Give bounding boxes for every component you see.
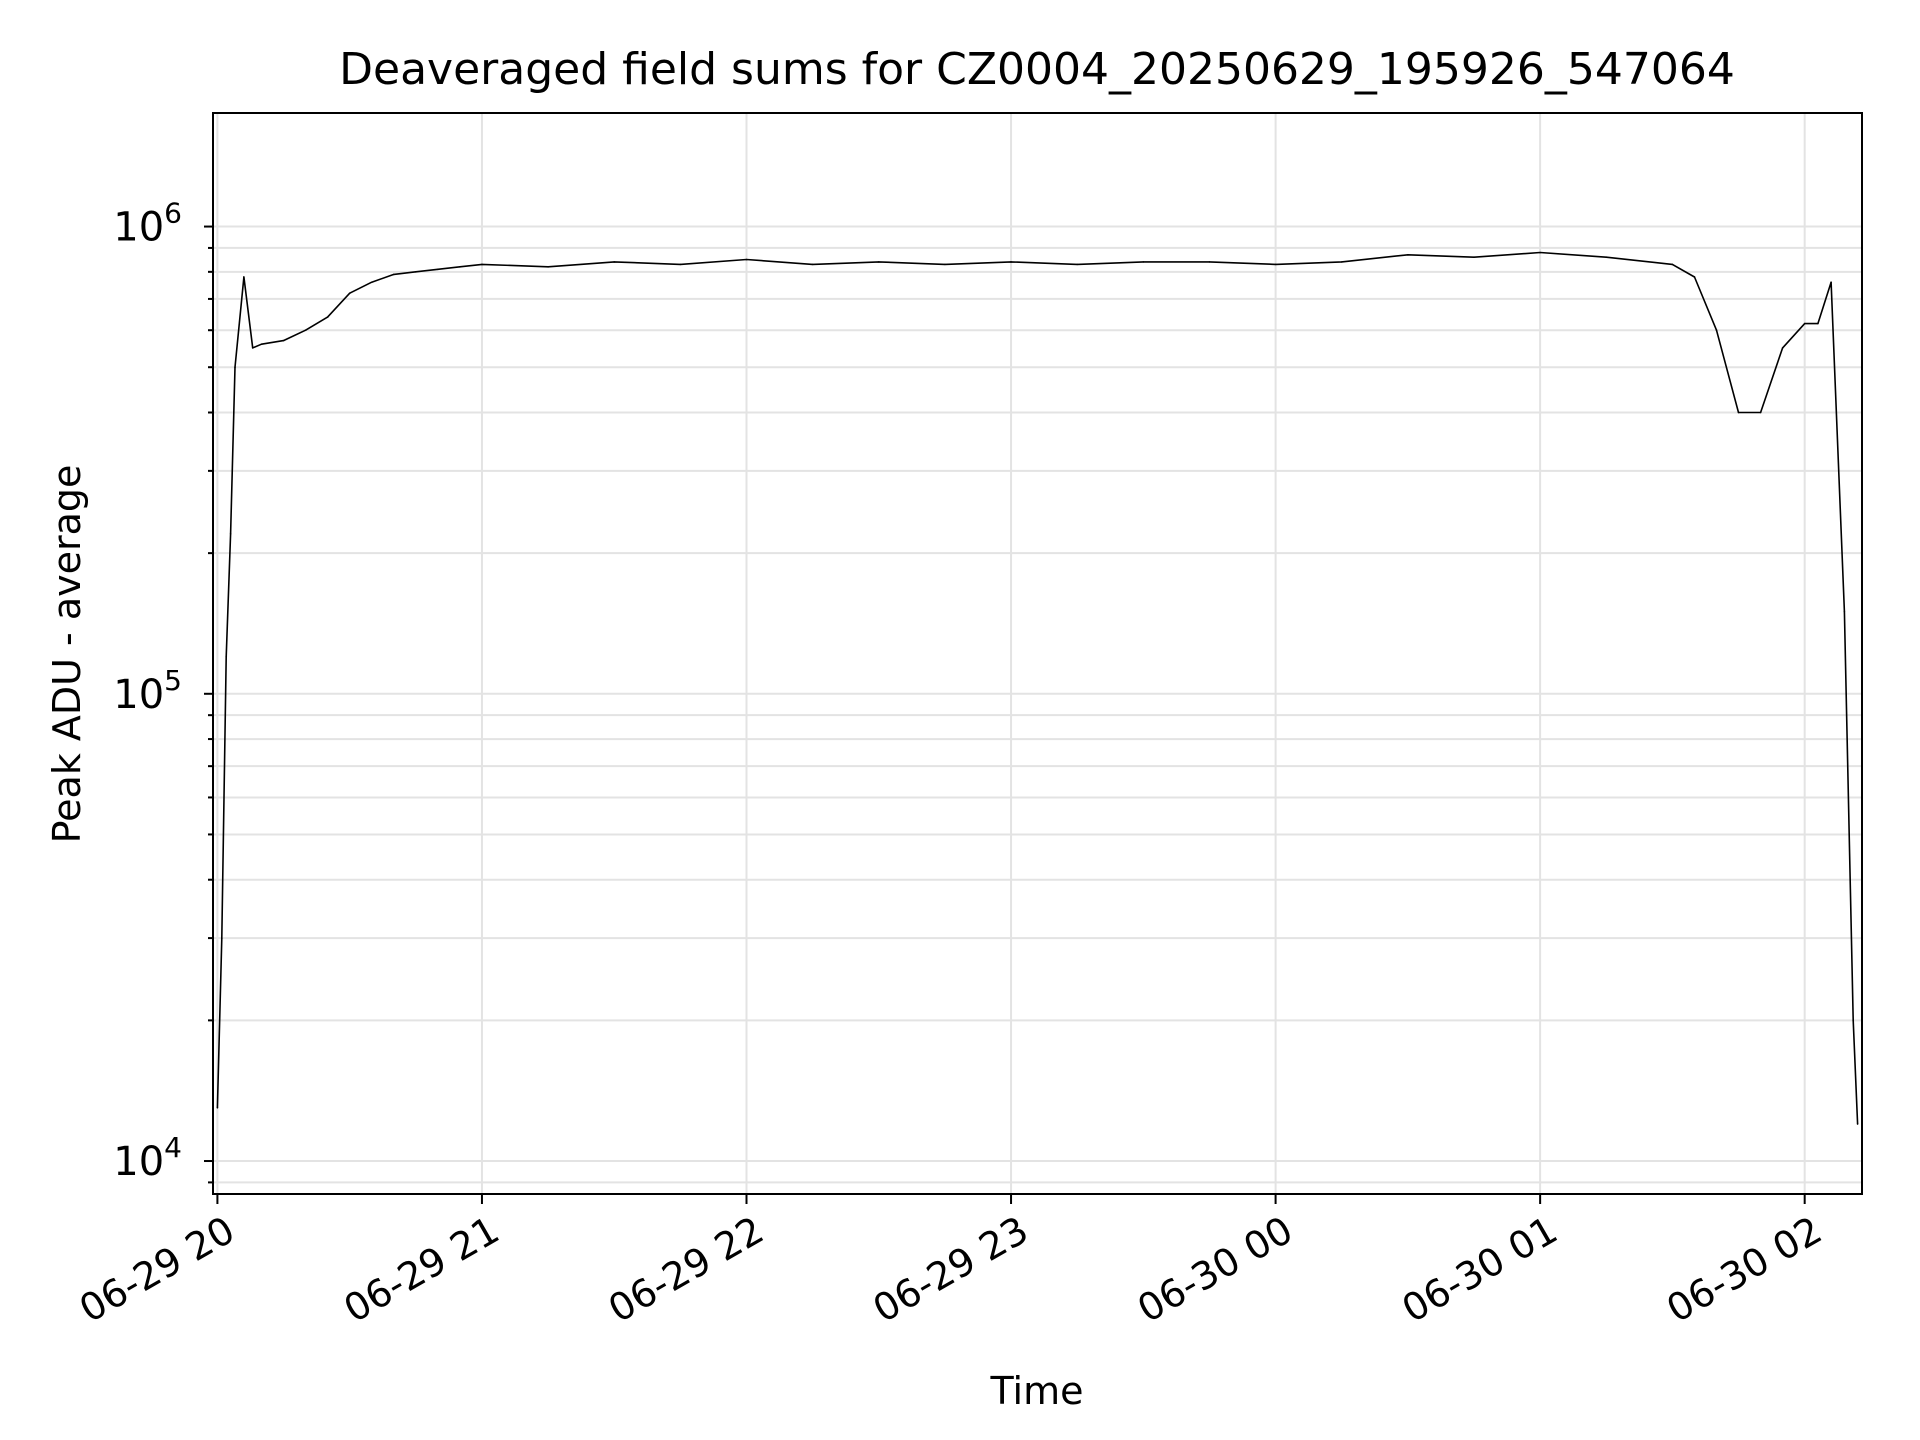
- data-point: [811, 263, 814, 266]
- data-point: [1076, 263, 1078, 266]
- y-axis-label: Peak ADU - average: [45, 465, 89, 844]
- data-point: [1340, 261, 1343, 263]
- data-point: [1852, 1019, 1854, 1022]
- data-point: [1856, 1123, 1859, 1125]
- data-point: [877, 261, 880, 263]
- data-point: [1208, 261, 1211, 263]
- x-axis-label: Time: [990, 1369, 1084, 1413]
- plot-layer: [216, 251, 1859, 1125]
- data-point: [1407, 254, 1409, 256]
- data-point: [944, 263, 946, 266]
- data-point: [437, 268, 439, 271]
- chart-title: Deaveraged field sums for CZ0004_2025062…: [339, 44, 1735, 95]
- y-tick-label: 106: [113, 197, 182, 251]
- data-point: [1803, 322, 1806, 325]
- data-point: [459, 266, 461, 268]
- data-point: [392, 273, 395, 276]
- data-point: [1830, 281, 1832, 284]
- y-tick-label: 104: [113, 1131, 182, 1185]
- data-point: [1693, 276, 1696, 278]
- plot-frame: [212, 112, 1863, 1195]
- data-point: [1539, 251, 1541, 254]
- data-point: [1817, 322, 1819, 325]
- data-point: [1142, 261, 1145, 263]
- data-point: [613, 261, 616, 263]
- data-point: [745, 258, 748, 261]
- data-point: [1274, 263, 1277, 266]
- data-point: [243, 276, 245, 278]
- data-point: [304, 329, 307, 332]
- data-point: [326, 316, 329, 318]
- data-point: [547, 266, 549, 268]
- data-point: [221, 937, 223, 939]
- data-point: [225, 655, 228, 658]
- grid-layer: [213, 113, 1862, 1194]
- data-point: [260, 343, 263, 346]
- data-point: [415, 271, 417, 273]
- data-point: [679, 263, 682, 266]
- data-point: [251, 347, 254, 349]
- y-tick-label: 105: [113, 664, 182, 718]
- data-point: [1737, 411, 1740, 414]
- data-point: [282, 339, 285, 342]
- data-point: [370, 281, 373, 284]
- data-point: [1759, 411, 1762, 414]
- data-point: [216, 1106, 219, 1109]
- data-point: [1715, 329, 1718, 332]
- data-point: [1605, 256, 1608, 258]
- data-point: [229, 532, 232, 535]
- data-point: [1843, 610, 1846, 613]
- data-point: [1781, 347, 1784, 349]
- data-point: [348, 292, 351, 295]
- data-point: [1010, 261, 1012, 263]
- data-point: [1671, 263, 1674, 266]
- data-point: [234, 366, 236, 369]
- data-point: [1473, 256, 1475, 258]
- data-point: [481, 263, 483, 266]
